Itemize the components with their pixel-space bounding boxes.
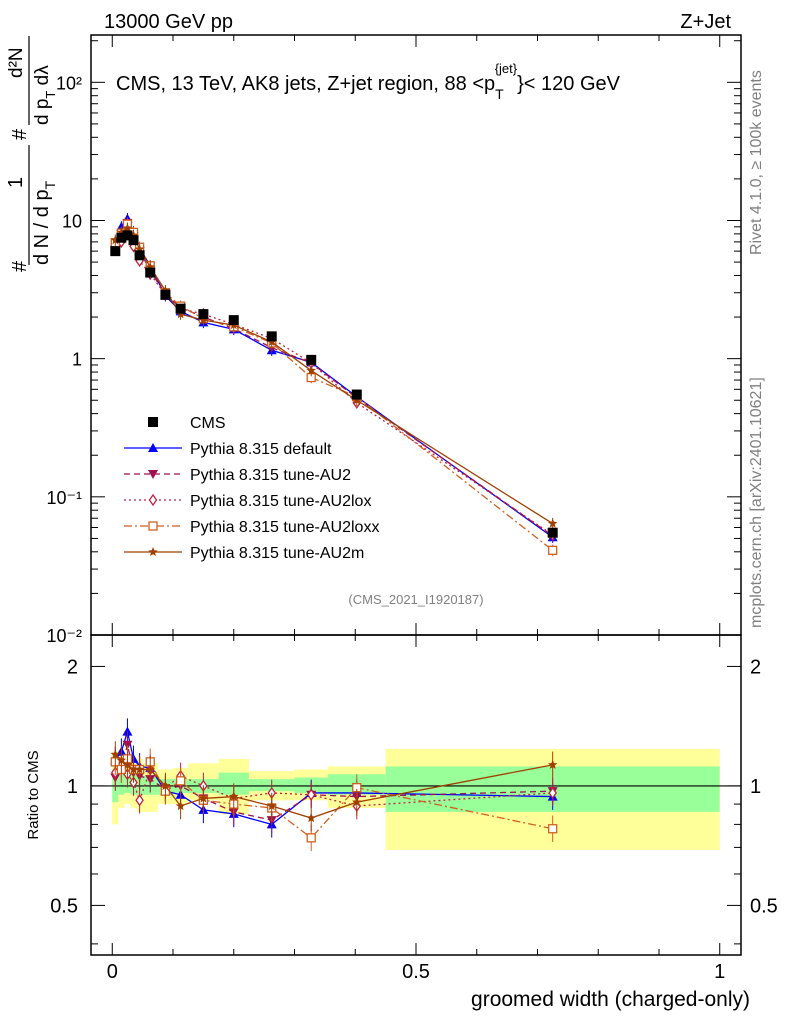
data-point-cms	[198, 309, 209, 320]
energy-label: 13000 GeV pp	[104, 11, 233, 33]
data-point-cms	[160, 289, 171, 300]
ratio-point-pythia-8-315-default	[122, 726, 133, 736]
ratio-point-pythia-8-315-tune-au2m	[110, 749, 121, 759]
data-point-cms	[228, 315, 239, 326]
data-point-cms	[110, 246, 121, 257]
legend-label-cms: CMS	[190, 415, 226, 432]
y-tick-label-bottom: 2	[67, 656, 78, 678]
ratio-point-pythia-8-315-tune-au2m	[175, 801, 186, 811]
ratio-series-layer	[110, 718, 558, 852]
main-plot-frame	[90, 34, 742, 636]
legend-label-pythia-8-315-default: Pythia 8.315 default	[190, 441, 332, 458]
ratio-point-pythia-8-315-tune-au2lox	[135, 794, 144, 807]
legend-marker-pythia-8-315-tune-au2m	[148, 547, 158, 556]
ratio-line-pythia-8-315-default	[114, 729, 553, 826]
data-point-cms	[306, 354, 317, 365]
y-tick-label-bottom: 0.5	[50, 895, 78, 917]
series-line-pythia-8-315-default	[114, 217, 554, 538]
legend-marker-cms	[148, 417, 158, 427]
data-point-cms	[134, 250, 145, 261]
ratio-point-pythia-8-315-tune-au2m	[547, 759, 558, 769]
data-point-cms	[266, 331, 277, 342]
legend-marker-pythia-8-315-tune-au2loxx	[148, 521, 158, 531]
data-point-pythia-8-315-tune-au2m	[547, 518, 558, 528]
plot-title: CMS, 13 TeV, AK8 jets, Z+jet region, 88 …	[116, 61, 621, 102]
y-tick-label-bottom-right: 2	[750, 656, 761, 678]
analysis-id: (CMS_2021_I1920187)	[348, 592, 483, 607]
y-tick-label-bottom-right: 0.5	[750, 895, 778, 917]
legend-label-pythia-8-315-tune-au2lox: Pythia 8.315 tune-AU2lox	[190, 493, 371, 510]
data-point-cms	[547, 527, 558, 538]
y-axis-label-top: # 1 d N / d pT # d²N d pT dλ	[5, 36, 58, 272]
y-tick-label-top: 10⁻²	[46, 626, 82, 646]
x-axis-label: groomed width (charged-only)	[471, 988, 750, 1011]
ratio-point-pythia-8-315-tune-au2loxx	[175, 776, 186, 786]
y-tick-label-top: 10⁻¹	[46, 488, 82, 508]
ratio-point-pythia-8-315-tune-au2lox	[306, 788, 316, 801]
ratio-point-pythia-8-315-tune-au2m	[198, 793, 209, 803]
ratio-point-pythia-8-315-tune-au2m	[116, 755, 127, 765]
ratio-point-pythia-8-315-tune-au2lox	[548, 786, 557, 800]
ratio-point-pythia-8-315-tune-au2m	[145, 764, 155, 774]
svg-text:d²N: d²N	[6, 47, 27, 78]
data-point-cms	[145, 267, 156, 278]
y-axis-label-bottom: Ratio to CMS	[25, 750, 42, 839]
y-tick-label-bottom-right: 1	[750, 776, 761, 798]
svg-text:#: #	[9, 260, 31, 272]
legend-label-pythia-8-315-tune-au2loxx: Pythia 8.315 tune-AU2loxx	[190, 519, 379, 536]
ratio-point-pythia-8-315-tune-au2m	[160, 780, 171, 790]
legend-label-pythia-8-315-tune-au2: Pythia 8.315 tune-AU2	[190, 467, 351, 484]
ratio-point-pythia-8-315-tune-au2m	[306, 813, 316, 823]
ratio-point-pythia-8-315-tune-au2m	[267, 801, 277, 811]
data-point-pythia-8-315-tune-au2loxx	[548, 545, 558, 555]
y-label-d2n-den: d pT dλ	[32, 65, 58, 125]
ratio-point-pythia-8-315-tune-au2	[122, 740, 133, 750]
y-tick-label-top: 10	[62, 211, 82, 231]
data-point-pythia-8-315-tune-au2m	[134, 244, 145, 254]
ratio-point-pythia-8-315-tune-au2loxx	[306, 833, 316, 843]
ratio-point-pythia-8-315-tune-au2m	[128, 764, 139, 774]
legend: CMS Pythia 8.315 default Pythia 8.315 tune…	[124, 415, 379, 562]
data-point-pythia-8-315-tune-au2m	[267, 337, 277, 346]
x-tick-label: 1	[714, 961, 725, 983]
ratio-point-pythia-8-315-tune-au2m	[229, 791, 239, 801]
mcplots-source-label: mcplots.cern.ch [arXiv:2401.10621]	[748, 377, 765, 628]
data-point-pythia-8-315-tune-au2m	[122, 223, 133, 233]
x-tick-label: 0	[107, 961, 118, 983]
y-label-frac-den: d N / d pT	[31, 180, 58, 265]
rivet-version-label: Rivet 4.1.0, ≥ 100k events	[748, 70, 765, 255]
data-point-pythia-8-315-tune-au2m	[352, 395, 362, 405]
ratio-line-pythia-8-315-tune-au2	[114, 744, 553, 821]
main-series-layer	[110, 212, 558, 557]
data-point-cms	[351, 389, 362, 400]
y-tick-label-top: 10²	[56, 73, 82, 93]
ratio-point-pythia-8-315-tune-au2loxx	[548, 824, 558, 834]
legend-marker-pythia-8-315-tune-au2lox	[148, 493, 158, 507]
data-point-cms	[175, 303, 186, 314]
svg-text:1: 1	[5, 177, 27, 188]
data-point-cms	[128, 235, 139, 246]
y-tick-label-bottom: 1	[67, 776, 78, 798]
legend-marker-pythia-8-315-default	[148, 443, 158, 452]
x-tick-label: 0.5	[402, 961, 430, 983]
data-point-pythia-8-315-tune-au2m	[110, 235, 121, 245]
axis-ticks: 0 0.5 1 10⁻² 10⁻¹ 1 10 10² 0.5 0.5 1 1 2 2	[46, 35, 778, 983]
data-point-cms	[116, 232, 127, 243]
data-point-pythia-8-315-tune-au2m	[306, 365, 316, 375]
ratio-line-pythia-8-315-tune-au2loxx	[114, 757, 553, 839]
ratio-point-pythia-8-315-tune-au2m	[122, 759, 133, 769]
y-tick-label-top: 1	[72, 350, 82, 370]
band-inner-1	[118, 772, 125, 795]
legend-label-pythia-8-315-tune-au2m: Pythia 8.315 tune-AU2m	[190, 545, 364, 562]
ratio-point-pythia-8-315-tune-au2m	[352, 797, 362, 807]
legend-marker-pythia-8-315-tune-au2	[148, 470, 158, 479]
ratio-point-pythia-8-315-tune-au2m	[134, 764, 145, 774]
data-point-pythia-8-315-tune-au2m	[198, 315, 209, 325]
svg-text:#: #	[9, 128, 31, 140]
process-label: Z+Jet	[680, 11, 731, 33]
data-point-cms	[122, 230, 133, 241]
ratio-line-pythia-8-315-tune-au2lox	[114, 763, 553, 807]
